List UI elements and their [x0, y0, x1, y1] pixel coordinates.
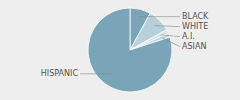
pie-slice: [88, 8, 172, 92]
leader-line: [139, 16, 180, 17]
slices: [88, 8, 172, 92]
leader-line: [162, 38, 180, 47]
labels: BLACKWHITEA.I.ASIAN HISPANIC: [41, 12, 209, 78]
slice-label: BLACK: [182, 12, 209, 21]
leader-line: [154, 25, 180, 27]
leader-line: [80, 73, 113, 74]
slice-label: A.I.: [182, 32, 195, 41]
slice-label: HISPANIC: [41, 69, 79, 78]
slice-label: ASIAN: [182, 42, 206, 51]
leader-line: [161, 35, 180, 37]
background: [0, 0, 240, 100]
slice-label: WHITE: [182, 22, 208, 31]
chart: BLACKWHITEA.I.ASIAN HISPANIC: [0, 0, 240, 100]
